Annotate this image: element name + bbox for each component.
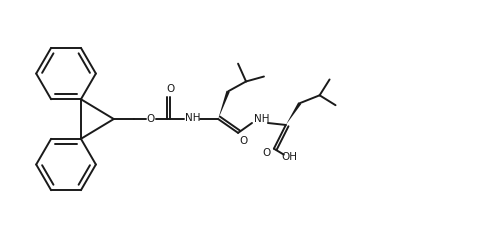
Text: O: O: [166, 84, 175, 94]
Polygon shape: [218, 91, 230, 119]
Polygon shape: [286, 102, 301, 125]
Text: OH: OH: [282, 152, 298, 162]
Text: NH: NH: [185, 113, 200, 123]
Text: O: O: [263, 148, 271, 158]
Text: O: O: [146, 114, 155, 124]
Text: NH: NH: [254, 114, 270, 124]
Text: O: O: [239, 136, 247, 146]
